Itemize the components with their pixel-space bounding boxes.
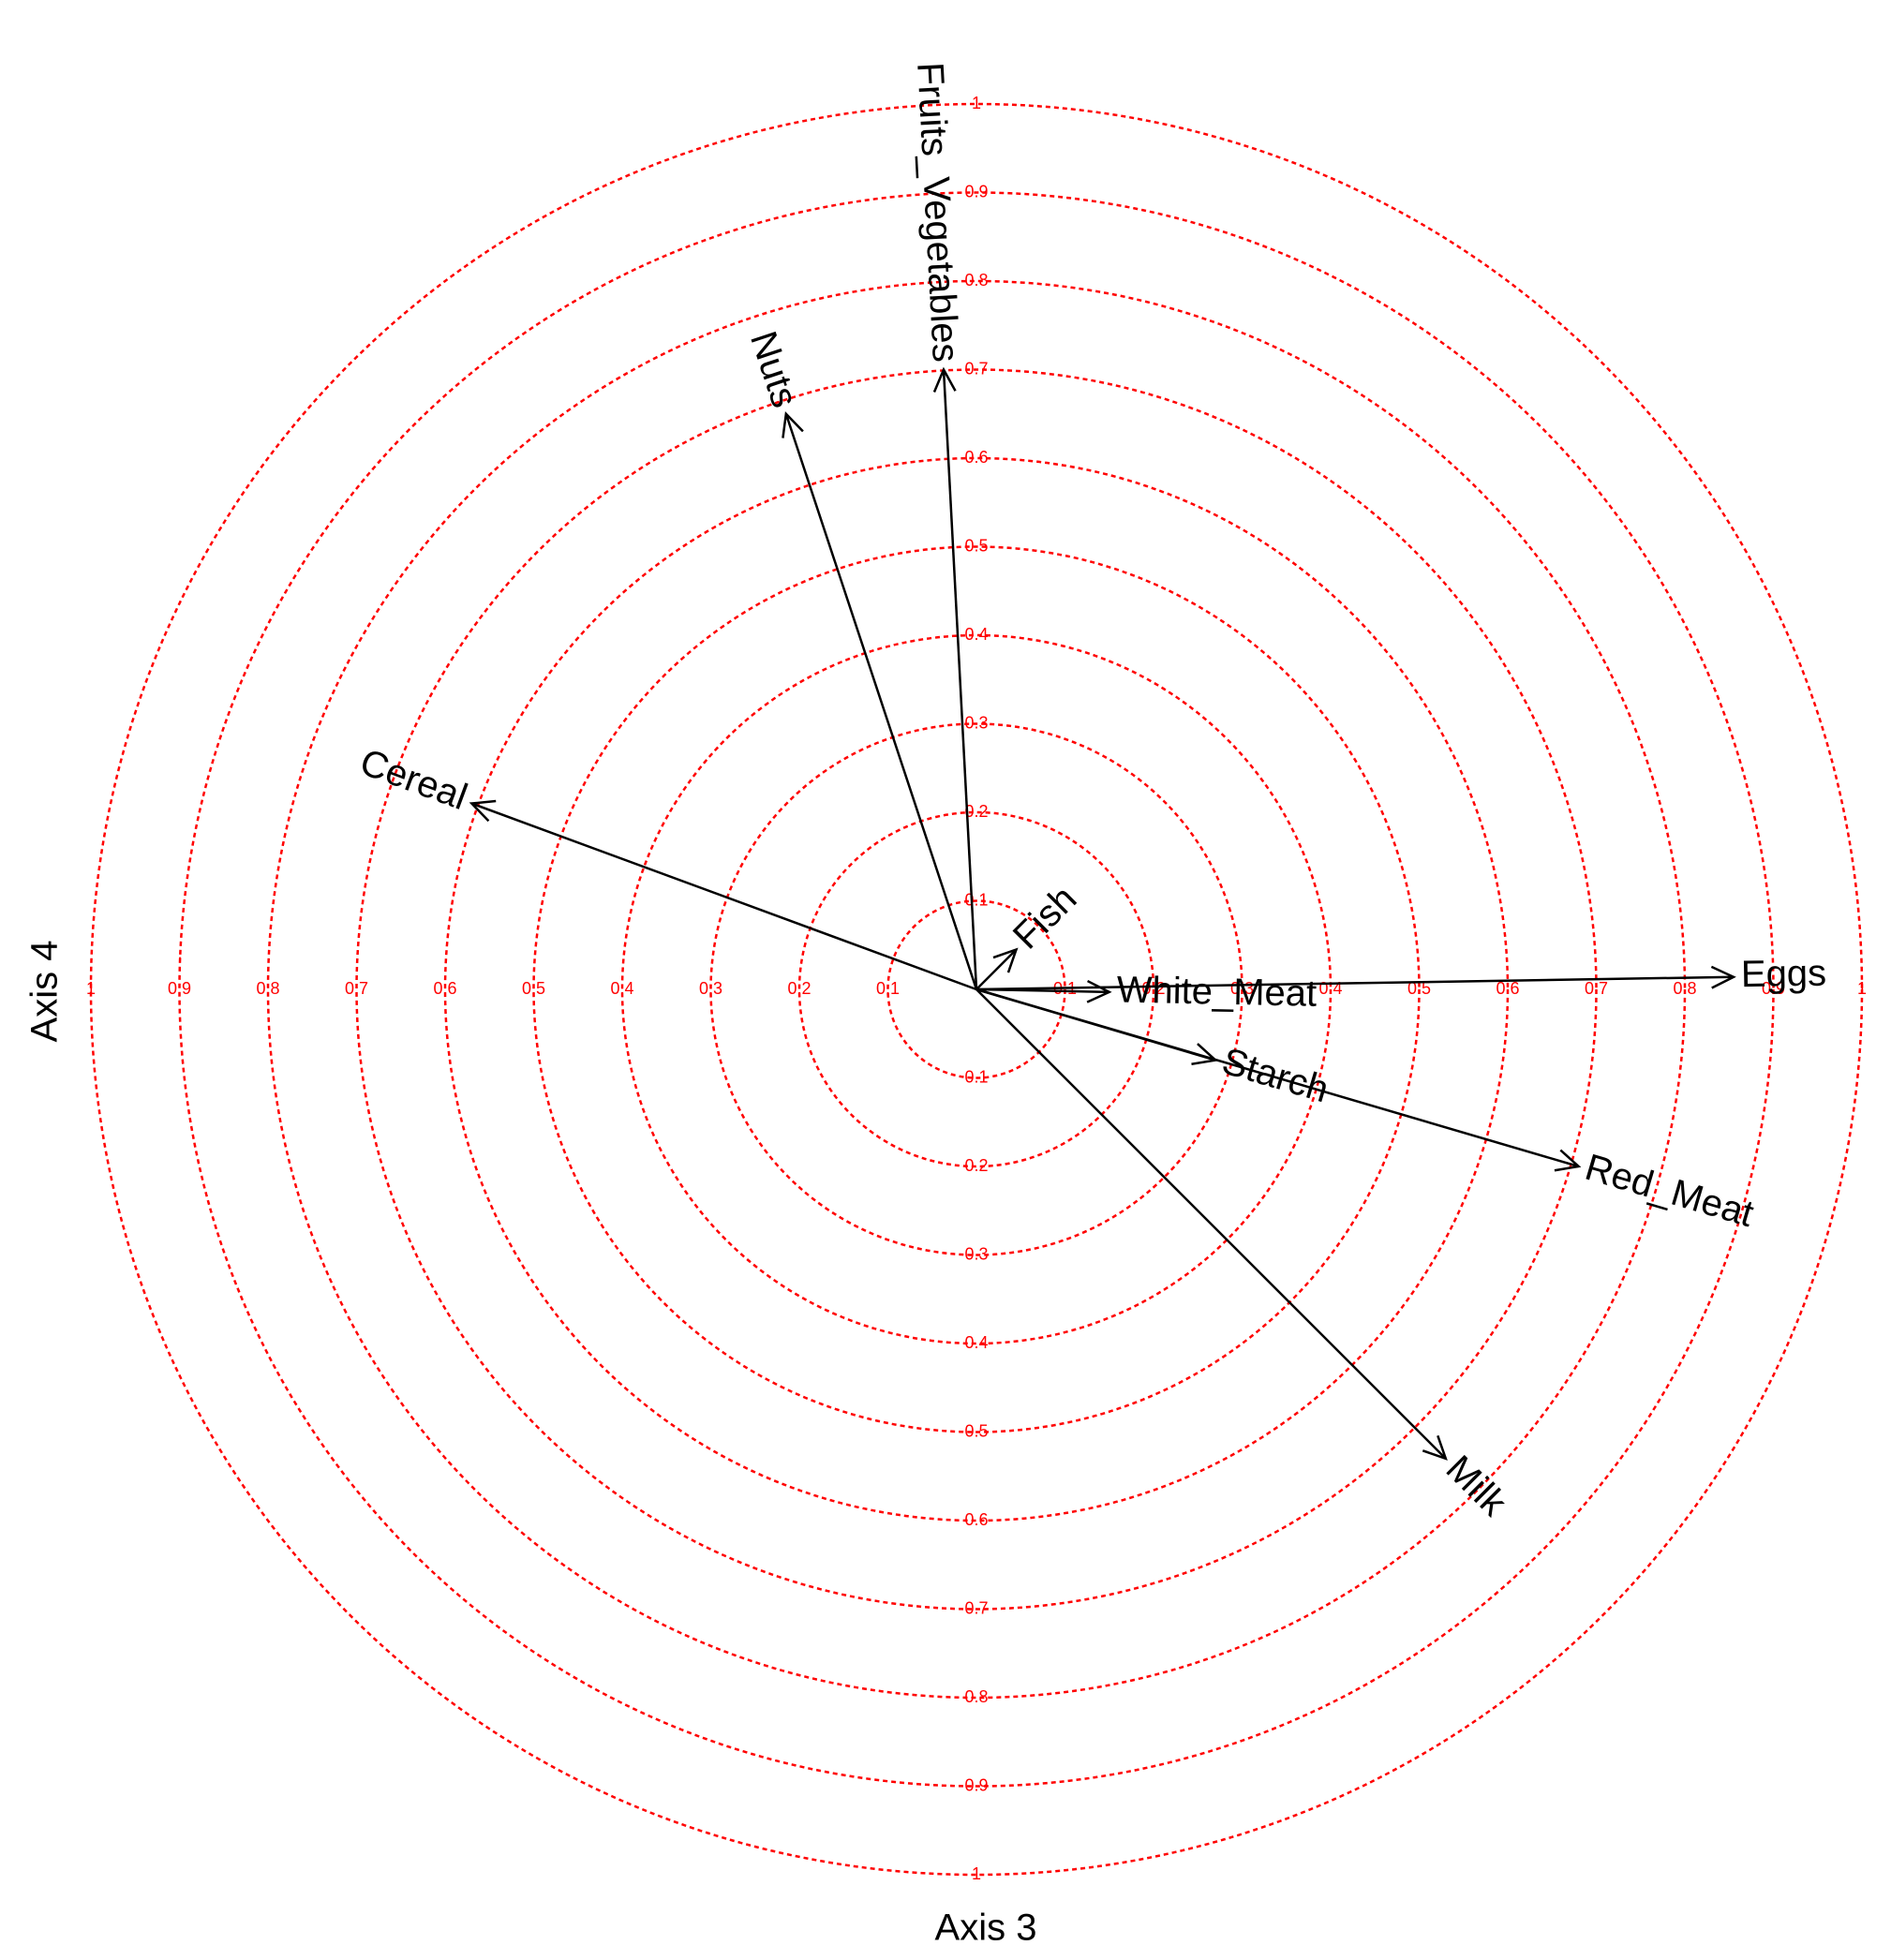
ring-label: 0.6 bbox=[964, 448, 988, 467]
variable-label: Cereal bbox=[355, 741, 473, 818]
ring-label: 0.2 bbox=[964, 1156, 988, 1175]
ring-label: 0.3 bbox=[699, 979, 722, 998]
ring-label: 1 bbox=[972, 94, 981, 112]
ring bbox=[89, 102, 1864, 1877]
arrow-head bbox=[992, 947, 1019, 973]
ring-label: 0.6 bbox=[433, 979, 456, 998]
ring-label: 0.8 bbox=[964, 1687, 988, 1706]
arrow-head bbox=[782, 411, 804, 438]
variable-label: Nuts bbox=[742, 326, 806, 412]
x-axis-title: Axis 3 bbox=[935, 1908, 1037, 1949]
ring-label: 0.5 bbox=[522, 979, 545, 998]
ring-label: 0.7 bbox=[1585, 979, 1608, 998]
ring-label: 0.5 bbox=[1407, 979, 1431, 998]
arrow bbox=[942, 369, 978, 990]
variable-label: Red_Meat bbox=[1581, 1147, 1758, 1235]
ring-label: 0.4 bbox=[964, 625, 988, 644]
arrow bbox=[975, 988, 1447, 1460]
variable-label: Fruits_Vegetables bbox=[909, 61, 966, 363]
arrow bbox=[470, 802, 977, 991]
ring-label: 0.6 bbox=[964, 1510, 988, 1529]
ring bbox=[443, 456, 1510, 1522]
ring-label: 0.5 bbox=[964, 1421, 988, 1440]
ring-label: 0.2 bbox=[1141, 979, 1165, 998]
arrow bbox=[975, 987, 1579, 1168]
ring-label: 0.5 bbox=[964, 536, 988, 555]
ring-label: 0.2 bbox=[964, 802, 988, 821]
arrow-head bbox=[932, 366, 957, 393]
ring-label: 0.9 bbox=[964, 1775, 988, 1794]
ring-label: 0.6 bbox=[1496, 979, 1519, 998]
variable-label: Fish bbox=[1005, 878, 1085, 958]
arrow-head bbox=[1086, 979, 1112, 1003]
arrow-head bbox=[1710, 965, 1736, 989]
ring-label: 0.3 bbox=[1230, 979, 1254, 998]
ring-label: 0.3 bbox=[964, 713, 988, 732]
arrow bbox=[975, 987, 1109, 994]
ring-label: 0.4 bbox=[1318, 979, 1342, 998]
ring bbox=[620, 633, 1333, 1345]
ring bbox=[886, 899, 1066, 1079]
variable-label: Eggs bbox=[1741, 953, 1827, 995]
ring bbox=[178, 191, 1775, 1788]
ring bbox=[709, 722, 1243, 1256]
ring-label: 0.1 bbox=[964, 890, 988, 909]
arrow-head bbox=[469, 799, 497, 823]
arrow-head bbox=[1554, 1149, 1582, 1172]
ring-label: 0.9 bbox=[964, 182, 988, 200]
variable-label: Milk bbox=[1438, 1448, 1515, 1524]
ring-label: 0.7 bbox=[964, 1598, 988, 1617]
ring-label: 0.7 bbox=[964, 359, 988, 378]
ring-label: 0.4 bbox=[610, 979, 633, 998]
ring-label: 0.8 bbox=[256, 979, 279, 998]
ring bbox=[266, 279, 1687, 1700]
variable-label: Starch bbox=[1217, 1040, 1333, 1110]
ring-label: 0.9 bbox=[168, 979, 191, 998]
ring-label: 0.8 bbox=[1673, 979, 1696, 998]
ring-label: 0.2 bbox=[787, 979, 811, 998]
arrow bbox=[784, 413, 978, 990]
ring-label: 1 bbox=[86, 979, 96, 998]
ring-label: 0.4 bbox=[964, 1333, 988, 1352]
ring-label: 0.3 bbox=[964, 1244, 988, 1263]
arrow-head bbox=[1422, 1434, 1448, 1461]
variable-label: White_Meat bbox=[1116, 970, 1317, 1015]
ring bbox=[532, 545, 1421, 1433]
ring-label: 0.1 bbox=[964, 1067, 988, 1086]
ring bbox=[797, 810, 1155, 1168]
y-axis-title: Axis 4 bbox=[24, 941, 66, 1043]
ring-label: 0.8 bbox=[964, 271, 988, 290]
ring-label: 0.7 bbox=[345, 979, 368, 998]
ring-label: 1 bbox=[972, 1864, 981, 1883]
ring bbox=[355, 368, 1598, 1611]
ring-label: 1 bbox=[1857, 979, 1867, 998]
arrow bbox=[975, 948, 1018, 990]
ring-label: 0.1 bbox=[876, 979, 900, 998]
arrow bbox=[975, 975, 1734, 991]
ring-label: 0.9 bbox=[1762, 979, 1785, 998]
